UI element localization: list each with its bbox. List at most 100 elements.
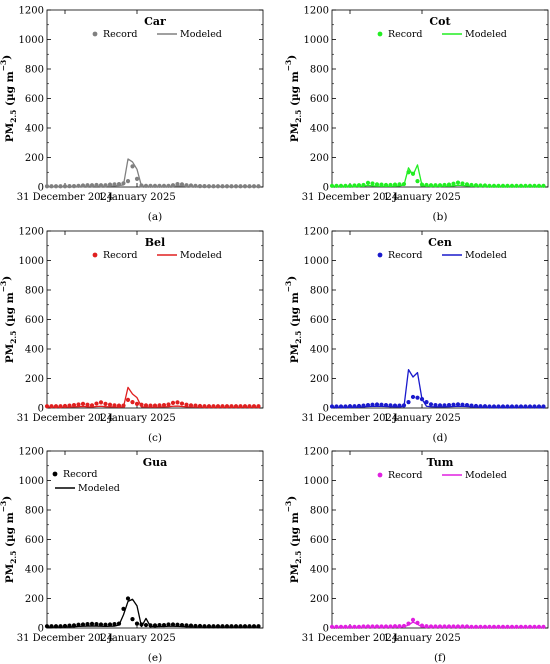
chart-title: Cot xyxy=(429,15,451,28)
y-tick-label: 800 xyxy=(310,286,329,297)
legend-record-marker xyxy=(52,471,58,477)
plot-frame xyxy=(331,450,549,629)
y-axis-label-main: PM xyxy=(289,563,301,583)
record-point xyxy=(67,184,72,189)
record-point xyxy=(80,183,86,188)
record-point xyxy=(166,622,171,627)
record-point xyxy=(121,606,126,611)
record-point xyxy=(76,183,81,188)
record-point xyxy=(370,181,375,186)
y-axis-label-units: (µg m xyxy=(4,512,16,550)
record-point xyxy=(469,403,474,408)
record-point xyxy=(211,404,216,409)
record-point xyxy=(233,184,239,189)
record-point xyxy=(392,403,398,408)
y-axis-label: PM2.5 (µg m−3) xyxy=(0,276,18,364)
y-tick-label: 600 xyxy=(25,315,44,326)
record-point xyxy=(188,623,194,628)
record-point xyxy=(518,624,524,629)
record-point xyxy=(211,624,216,629)
legend-modeled-label: Modeled xyxy=(180,29,222,40)
y-axis-label: PM2.5 (µg m−3) xyxy=(284,276,303,364)
legend-record-marker xyxy=(377,252,383,258)
chart-title: Cen xyxy=(428,236,452,249)
record-point xyxy=(347,183,353,188)
legend-record-label: Record xyxy=(388,29,422,40)
y-axis-label-sub: 2.5 xyxy=(9,110,18,123)
y-tick-label: 1000 xyxy=(304,476,329,487)
record-point xyxy=(175,400,180,405)
y-tick-label: 200 xyxy=(25,153,44,164)
record-point xyxy=(157,403,162,408)
record-point xyxy=(242,404,248,409)
y-tick-label: 200 xyxy=(310,374,329,385)
record-point xyxy=(374,182,380,187)
record-point xyxy=(347,404,353,409)
record-point xyxy=(49,184,54,189)
panel-caption: (b) xyxy=(433,211,448,223)
y-tick-label: 400 xyxy=(310,345,329,356)
record-point xyxy=(215,184,221,189)
y-axis-label-exp: −3 xyxy=(0,281,8,293)
record-point xyxy=(98,183,104,188)
record-point xyxy=(130,164,135,169)
record-point xyxy=(410,394,416,400)
record-point xyxy=(197,623,203,629)
record-point xyxy=(112,622,117,627)
record-point xyxy=(500,404,506,409)
record-point xyxy=(419,182,425,187)
record-point xyxy=(451,624,456,629)
y-axis-label-units: (µg m xyxy=(4,292,16,330)
record-point xyxy=(238,624,243,629)
record-point xyxy=(193,183,198,188)
record-point xyxy=(392,182,398,187)
y-tick-label: 0 xyxy=(323,183,329,194)
y-tick-label: 1000 xyxy=(19,256,44,267)
record-point xyxy=(365,402,371,408)
record-point xyxy=(491,404,497,409)
y-tick-label: 400 xyxy=(25,345,44,356)
legend-record-marker xyxy=(92,252,98,258)
record-point xyxy=(505,404,510,409)
record-point xyxy=(415,395,420,400)
y-tick-label: 1200 xyxy=(304,6,329,17)
x-tick-label: 31 December 2024 xyxy=(17,413,114,424)
record-point xyxy=(85,183,90,188)
y-axis-label-close: ) xyxy=(1,496,13,501)
record-point xyxy=(143,183,149,188)
panel-caption: (e) xyxy=(148,652,162,664)
record-point xyxy=(157,183,162,188)
record-point xyxy=(356,403,362,409)
y-tick-label: 1000 xyxy=(19,35,44,46)
record-point xyxy=(184,402,189,407)
y-axis-label-exp: −3 xyxy=(284,501,293,513)
record-point xyxy=(532,624,537,629)
record-point xyxy=(202,404,207,409)
record-point xyxy=(541,624,546,629)
record-point xyxy=(229,184,234,189)
plot-frame xyxy=(331,9,549,188)
record-point xyxy=(415,179,420,184)
record-point xyxy=(53,184,59,189)
record-point xyxy=(410,171,416,176)
record-point xyxy=(103,622,108,627)
record-point xyxy=(361,182,366,188)
record-point xyxy=(44,404,50,409)
record-point xyxy=(446,624,452,629)
record-point xyxy=(487,183,492,188)
record-point xyxy=(175,181,180,187)
record-point xyxy=(229,404,234,409)
y-axis-label-sub: 2.5 xyxy=(294,331,303,344)
record-point xyxy=(442,403,447,408)
record-point xyxy=(491,624,497,629)
record-point xyxy=(329,624,335,629)
y-axis-label-close: ) xyxy=(286,496,298,501)
record-point xyxy=(161,183,167,188)
record-point xyxy=(406,621,411,626)
record-point xyxy=(58,404,63,409)
y-tick-label: 200 xyxy=(25,374,44,385)
record-point xyxy=(251,624,257,629)
record-point xyxy=(388,403,393,408)
record-point xyxy=(220,624,225,629)
record-point xyxy=(125,596,131,601)
